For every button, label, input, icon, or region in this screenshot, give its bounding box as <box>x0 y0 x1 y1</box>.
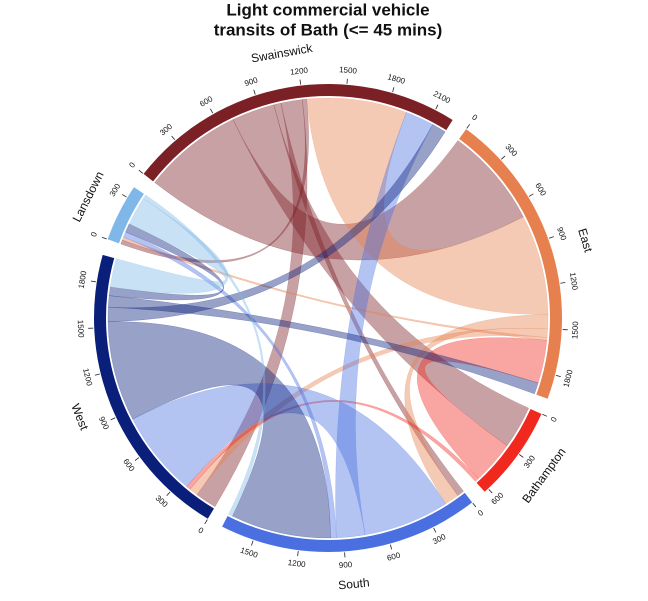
sector-label: East <box>575 227 596 255</box>
chord <box>404 314 549 505</box>
sector-label: West <box>68 402 91 433</box>
tick-mark <box>435 104 439 110</box>
tick-mark <box>472 502 477 508</box>
tick-label: 1500 <box>339 65 358 75</box>
tick-mark <box>389 544 393 550</box>
tick-mark <box>555 375 561 378</box>
tick-label: 0 <box>197 525 206 535</box>
tick-mark <box>542 413 548 417</box>
chord <box>107 321 331 539</box>
sector-arc <box>459 129 562 399</box>
tick-label: 300 <box>522 453 537 470</box>
tick-label: 0 <box>549 415 559 423</box>
sector-label: Lansdown <box>70 169 107 224</box>
chord <box>232 104 530 447</box>
chord <box>196 99 308 508</box>
chord <box>132 383 447 536</box>
chart-title: transits of Bath (<= 45 mins) <box>214 20 443 39</box>
tick-mark <box>297 551 299 557</box>
tick-mark <box>134 457 140 461</box>
chord <box>189 327 548 496</box>
tick-label: 600 <box>386 550 402 562</box>
tick-label: 1200 <box>290 66 309 77</box>
sector-label: Bathampton <box>519 445 568 506</box>
tick-mark <box>433 527 437 533</box>
chord <box>416 337 548 479</box>
tick-mark <box>251 540 254 546</box>
tick-mark <box>548 236 554 239</box>
tick-label: 1200 <box>568 272 580 291</box>
tick-label: 2100 <box>432 89 452 105</box>
tick-label: 1500 <box>239 546 259 560</box>
chord <box>120 98 309 263</box>
tick-mark <box>488 489 493 494</box>
chord <box>306 97 549 315</box>
tick-label: 1800 <box>562 368 575 388</box>
tick-label: 300 <box>503 142 519 158</box>
sector-arc <box>143 83 453 182</box>
tick-label: 1500 <box>76 320 86 339</box>
tick-label: 900 <box>97 415 111 431</box>
sector-arc <box>94 254 214 519</box>
tick-label: 0 <box>89 230 99 238</box>
chart-title: Light commercial vehicle <box>226 0 429 19</box>
tick-label: 600 <box>198 94 215 109</box>
tick-mark <box>101 236 107 240</box>
chord <box>154 119 524 261</box>
tick-mark <box>204 519 208 525</box>
sector-arc <box>107 187 144 244</box>
tick-label: 900 <box>339 560 353 570</box>
tick-mark <box>528 193 534 197</box>
chord <box>335 112 434 539</box>
tick-mark <box>171 135 176 141</box>
chord <box>121 236 548 341</box>
tick-mark <box>90 280 96 283</box>
sector-label: Swainswick <box>250 41 314 66</box>
chords <box>107 97 549 539</box>
tick-label: 1200 <box>81 367 94 387</box>
tick-mark <box>501 155 506 160</box>
tick-mark <box>94 373 100 376</box>
sector-label: South <box>338 575 371 592</box>
tick-label: 600 <box>533 181 548 198</box>
tick-label: 300 <box>158 121 174 137</box>
tick-label: 0 <box>476 508 485 518</box>
tick-mark <box>560 282 566 284</box>
sector-arc <box>476 408 542 492</box>
tick-mark <box>253 89 256 95</box>
sector-arc <box>222 492 473 552</box>
tick-mark <box>299 79 301 85</box>
chord <box>108 223 224 301</box>
tick-label: 300 <box>431 532 447 546</box>
tick-mark <box>519 454 524 458</box>
chord <box>108 295 539 395</box>
tick-mark <box>210 108 214 114</box>
tick-label: 0 <box>127 160 137 169</box>
tick-label: 1800 <box>386 72 406 86</box>
tick-label: 300 <box>154 494 170 510</box>
tick-label: 600 <box>121 457 136 474</box>
tick-label: 0 <box>470 113 479 123</box>
tick-label: 900 <box>555 226 568 242</box>
tick-mark <box>122 194 127 198</box>
chord <box>186 400 479 490</box>
tick-mark <box>466 124 471 129</box>
tick-label: 900 <box>243 75 259 88</box>
tick-label: 1500 <box>570 321 580 340</box>
tick-mark <box>138 169 144 174</box>
tick-mark <box>166 491 171 496</box>
tick-mark <box>110 417 116 421</box>
chord <box>142 194 266 517</box>
chord <box>107 124 446 322</box>
chord <box>273 102 464 497</box>
tick-label: 1200 <box>287 558 306 569</box>
tick-label: 1800 <box>77 270 89 290</box>
chord <box>123 231 337 539</box>
tick-label: 300 <box>108 182 123 199</box>
tick-mark <box>392 87 395 93</box>
chord <box>109 198 229 294</box>
